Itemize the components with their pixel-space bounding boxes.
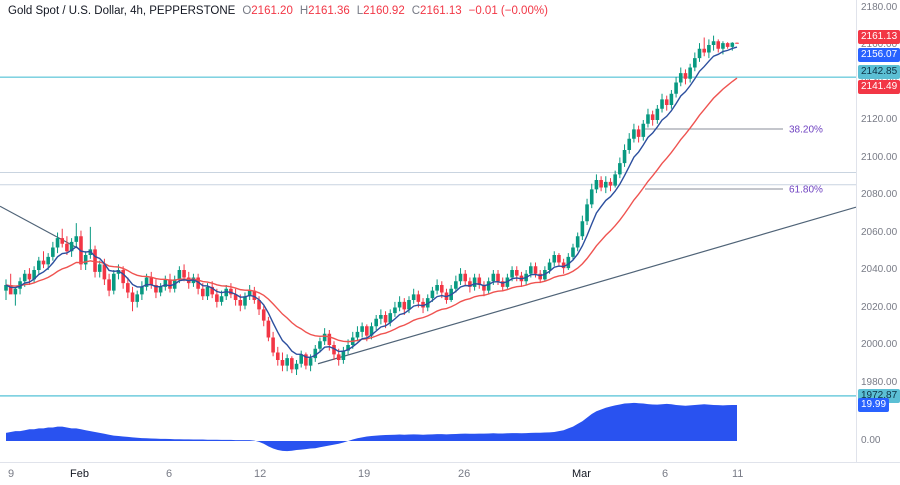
ohlc-values: O2161.20 H2161.36 L2160.92 C2161.13 — [235, 5, 461, 17]
price-axis-label: 2120.00 — [861, 114, 898, 125]
ohlc-value: 2161.13 — [420, 5, 462, 17]
time-axis-label: 19 — [358, 468, 371, 480]
symbol-title[interactable]: Gold Spot / U.S. Dollar, 4h, PEPPERSTONE — [8, 5, 236, 17]
price-axis-label: 2020.00 — [861, 301, 898, 313]
time-axis-label: 6 — [662, 468, 669, 480]
time-axis-label: Mar — [572, 468, 591, 480]
time-axis-label: 11 — [732, 468, 744, 480]
price-change: −0.01 (−0.00%) — [468, 5, 548, 17]
price-axis-label: 2080.00 — [861, 189, 898, 200]
ma-slow-line[interactable] — [5, 77, 738, 343]
ma-slow-value-badge: 2141.49 — [858, 79, 900, 94]
price-axis-label: 2000.00 — [861, 339, 898, 350]
price-axis-label: 2180.00 — [861, 1, 898, 13]
ohlc-key: H — [299, 5, 309, 17]
trendline[interactable] — [0, 205, 81, 250]
ohlc-key: L — [356, 5, 364, 17]
time-axis[interactable]: 9 Feb 6 12 19 26 Mar 6 11 — [0, 462, 900, 485]
ma-fast-value-badge: 2156.07 — [858, 48, 900, 63]
time-axis-label: 26 — [458, 468, 471, 480]
chart-pane[interactable]: 38.20% 61.80% — [0, 0, 856, 462]
fib-level-label: 38.20% — [789, 125, 823, 136]
indicator-area — [6, 402, 737, 452]
ohlc-value: 2160.92 — [363, 5, 405, 17]
ohlc-value: 2161.20 — [251, 5, 293, 17]
chart-legend: Gold Spot / U.S. Dollar, 4h, PEPPERSTONE… — [8, 5, 548, 17]
price-axis-label: 2060.00 — [861, 226, 898, 238]
ohlc-value: 2161.36 — [308, 5, 350, 17]
time-axis-label: 9 — [8, 468, 15, 480]
price-axis-label: 2160.00 — [861, 39, 898, 50]
price-axis[interactable]: 2180.002160.002140.002120.002100.002080.… — [856, 0, 900, 462]
ohlc-key: O — [242, 5, 252, 17]
price-axis-label: 1980.00 — [861, 376, 898, 388]
indicator-axis-label: 0.00 — [861, 435, 881, 446]
indicator-value-badge: 19.99 — [858, 398, 890, 413]
trendline[interactable] — [317, 206, 856, 365]
fib-level-label: 61.80% — [789, 185, 823, 196]
time-axis-label: Feb — [70, 468, 89, 480]
hline-upper-value-badge: 2142.85 — [858, 65, 900, 80]
price-axis-label: 2040.00 — [861, 264, 898, 275]
last-price-badge: 2161.13 — [858, 29, 900, 44]
price-axis-label: 2100.00 — [861, 151, 898, 163]
time-axis-label: 12 — [254, 468, 267, 480]
candles-layer — [4, 35, 739, 375]
ohlc-key: C — [411, 5, 421, 17]
time-axis-label: 6 — [166, 468, 173, 480]
ma-fast-line[interactable] — [5, 46, 738, 359]
